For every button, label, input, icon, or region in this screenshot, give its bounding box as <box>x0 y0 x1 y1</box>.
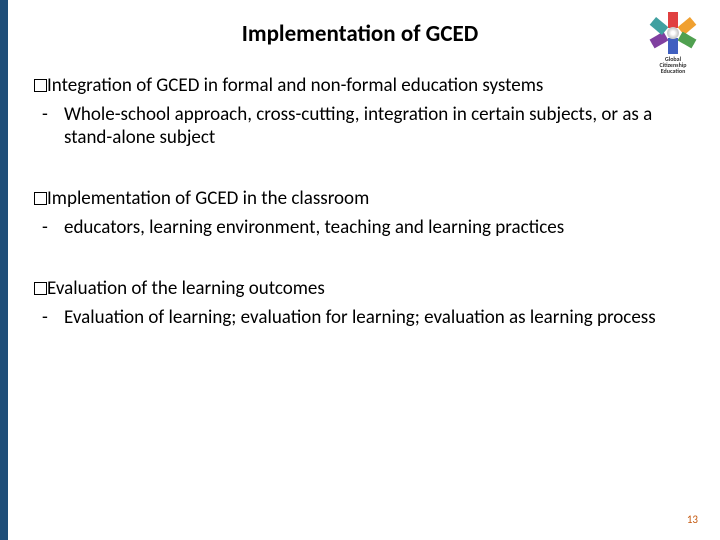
logo-figure-icon <box>650 17 669 35</box>
section-sub: - Evaluation of learning; evaluation for… <box>34 306 692 329</box>
slide: Global Citizenship Education Implementat… <box>0 0 720 540</box>
bullet-box-icon <box>34 192 47 205</box>
accent-bar <box>0 0 8 540</box>
logo-globe-icon <box>667 27 679 39</box>
logo-figure-icon <box>678 32 697 49</box>
bullet-box-icon <box>34 79 47 92</box>
logo-figure-icon <box>668 38 678 54</box>
sub-text: Evaluation of learning; evaluation for l… <box>64 306 656 329</box>
section-sub: - Whole-school approach, cross-cutting, … <box>34 103 692 149</box>
dash-bullet-icon: - <box>42 103 64 149</box>
bullet-box-icon <box>34 282 47 295</box>
page-number: 13 <box>687 513 698 526</box>
dash-bullet-icon: - <box>42 306 64 329</box>
logo-figure-icon <box>678 17 697 35</box>
sub-text: educators, learning environment, teachin… <box>64 216 564 239</box>
logo-mark <box>652 12 694 54</box>
sub-text: Whole-school approach, cross-cutting, in… <box>64 103 692 149</box>
heading-text: Integration of GCED in formal and non-fo… <box>47 74 543 97</box>
heading-text: Evaluation of the learning outcomes <box>47 277 325 300</box>
content-area: Integration of GCED in formal and non-fo… <box>28 74 692 329</box>
logo-text-3: Education <box>646 68 700 74</box>
heading-text: Implementation of GCED in the classroom <box>47 187 369 210</box>
section-sub: - educators, learning environment, teach… <box>34 216 692 239</box>
logo-figure-icon <box>668 12 678 28</box>
page-title: Implementation of GCED <box>28 20 692 48</box>
gced-logo: Global Citizenship Education <box>646 12 700 74</box>
section-heading: Evaluation of the learning outcomes <box>34 277 692 300</box>
dash-bullet-icon: - <box>42 216 64 239</box>
section-heading: Integration of GCED in formal and non-fo… <box>34 74 692 97</box>
section-heading: Implementation of GCED in the classroom <box>34 187 692 210</box>
logo-figure-icon <box>650 32 669 49</box>
